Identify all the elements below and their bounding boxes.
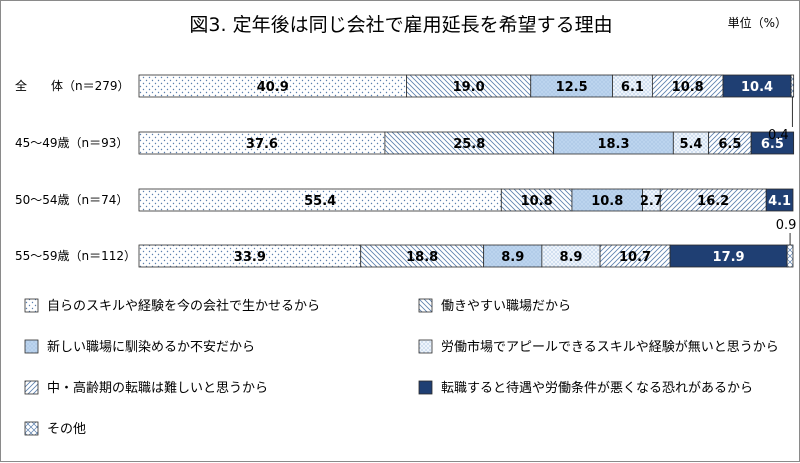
legend-swatch (24, 298, 39, 313)
legend-label: その他 (47, 422, 86, 437)
bar-value-label: 6.5 (761, 137, 784, 152)
bar-value-label: 37.6 (246, 137, 278, 152)
chart-title: 図3. 定年後は同じ会社で雇用延長を希望する理由 (189, 14, 612, 36)
bar-value-label: 10.8 (591, 194, 623, 209)
bar-value-label: 10.4 (741, 80, 773, 95)
callout-label: 0.4 (768, 128, 789, 143)
bar-value-label: 10.8 (521, 194, 553, 209)
category-labels: 全 体（n＝279） 45〜49歳（n＝93） 50〜54歳（n＝74） 55〜59歳… (15, 78, 136, 263)
callouts: 0.4 0.9 (768, 97, 796, 245)
category-label: 55〜59歳（n＝112） (15, 249, 136, 263)
bar-segment (790, 74, 795, 98)
bar-value-label: 40.9 (257, 80, 289, 95)
legend-swatch (24, 380, 39, 395)
legend-label: 中・高齢期の転職は難しいと思うから (47, 380, 268, 396)
callout-label: 0.9 (776, 218, 797, 233)
bar-value-label: 17.9 (713, 250, 745, 265)
bar-value-label: 5.4 (679, 137, 702, 152)
legend-swatch (418, 298, 433, 313)
bar-value-label: 10.8 (672, 80, 704, 95)
bar-value-label: 10.7 (619, 250, 651, 265)
legend-swatch (24, 421, 39, 436)
bar-value-label: 8.9 (501, 250, 524, 265)
bar-value-label: 16.2 (697, 194, 729, 209)
bar-value-label: 4.1 (768, 194, 791, 209)
bar-value-label: 33.9 (234, 250, 266, 265)
bar-segment (765, 188, 794, 212)
bar-value-label: 55.4 (304, 194, 336, 209)
bar-value-label: 6.1 (621, 80, 644, 95)
category-label: 50〜54歳（n＝74） (15, 193, 128, 207)
bar-value-label: 25.8 (453, 137, 485, 152)
bar-value-label: 18.8 (406, 250, 438, 265)
legend-swatch (24, 339, 39, 354)
legend-swatch (418, 339, 433, 354)
legend-swatch (418, 380, 433, 395)
category-label: 全 体（n＝279） (15, 78, 130, 93)
bar-segment (786, 244, 794, 268)
bars (138, 74, 795, 268)
bar-value-label: 2.7 (640, 194, 663, 209)
bar-value-label: 6.5 (718, 137, 741, 152)
legend-label: 新しい職場に馴染めるか不安だから (47, 339, 255, 355)
bar-value-label: 8.9 (559, 250, 582, 265)
bar-value-label: 19.0 (453, 80, 485, 95)
legend: 自らのスキルや経験を今の会社で生かせるから 働きやすい職場だから新しい職場に馴染め… (24, 298, 779, 437)
category-label: 45〜49歳（n＝93） (15, 136, 128, 150)
legend-label: 自らのスキルや経験を今の会社で生かせるから (47, 298, 320, 314)
bar-value-label: 12.5 (556, 80, 588, 95)
bar-value-label: 18.3 (597, 137, 629, 152)
legend-label: 労働市場でアピールできるスキルや経験が無いと思うから (441, 339, 779, 355)
legend-label: 働きやすい職場だから (441, 299, 571, 314)
legend-label: 転職すると待遇や労働条件が悪くなる恐れがあるから (441, 380, 753, 396)
bar-labels: 40.9 19.0 12.5 6.1 10.8 10.4 37.6 25.8 18.3 5.4 6.… (234, 80, 791, 265)
bar-segment (750, 131, 795, 155)
unit-label: 単位（%） (728, 15, 787, 30)
